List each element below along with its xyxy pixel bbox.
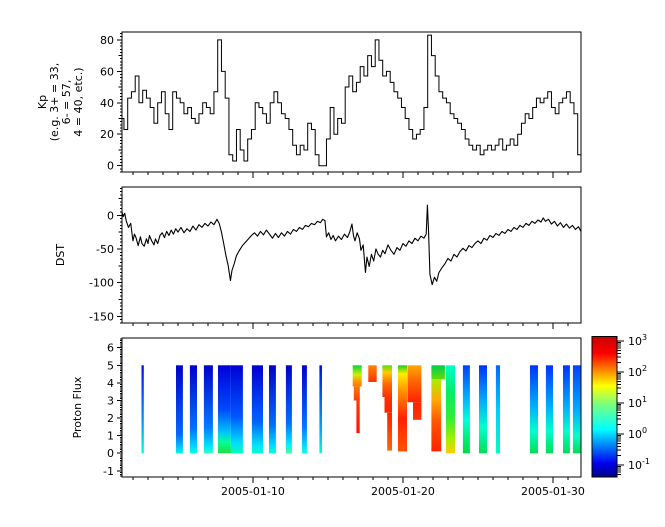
proton-flux-strip bbox=[479, 365, 487, 454]
proton-axes: -1 0 1 2 3 4 5 6 2005-01-10 2005-01-20 2005-01-30 bbox=[103, 337, 585, 498]
proton-flux-strip bbox=[563, 365, 570, 454]
kp-axes: 0 20 40 60 80 bbox=[100, 31, 582, 178]
proton-flux-strip bbox=[203, 365, 213, 454]
kp-ytick-label: 60 bbox=[100, 65, 114, 78]
colorbar-frame bbox=[591, 336, 618, 478]
proton-ytick-label: 4 bbox=[107, 377, 114, 390]
colorbar-tick-label: 10-1 bbox=[628, 457, 650, 472]
kp-step-line bbox=[122, 34, 581, 167]
proton-flux-strip bbox=[384, 396, 392, 413]
x-tick-label: 2005-01-20 bbox=[371, 485, 435, 498]
x-tick-label: 2005-01-30 bbox=[521, 485, 585, 498]
kp-frame bbox=[121, 31, 582, 173]
proton-flux-strip bbox=[251, 365, 263, 454]
proton-flux-strip bbox=[382, 365, 392, 397]
proton-flux-strip bbox=[230, 365, 243, 454]
colorbar-tick-label: 100 bbox=[628, 426, 647, 441]
proton-flux-strip bbox=[431, 365, 445, 380]
colorbar: 103 102 101 100 10-1 bbox=[591, 333, 650, 478]
proton-flux-strip bbox=[176, 365, 183, 454]
dst-ytick-label: -50 bbox=[96, 243, 114, 256]
proton-flux-strip bbox=[302, 365, 307, 454]
kp-axis-label: (e.g. 3+ = 33, bbox=[48, 63, 61, 141]
proton-flux-strip bbox=[431, 379, 442, 452]
proton-ytick-label: 6 bbox=[107, 342, 114, 355]
kp-axis-label: Kp bbox=[36, 95, 49, 109]
proton-flux-strip bbox=[368, 365, 377, 382]
proton-ytick-label: 0 bbox=[107, 447, 114, 460]
proton-flux-strip bbox=[530, 365, 538, 454]
dst-ytick-label: -150 bbox=[89, 310, 114, 323]
proton-flux-strip bbox=[352, 365, 362, 387]
proton-flux-strip bbox=[218, 365, 231, 454]
proton-flux-strip bbox=[446, 365, 455, 454]
proton-flux-strip bbox=[269, 365, 276, 454]
proton-strips bbox=[141, 365, 581, 454]
dst-axis-label: DST bbox=[54, 244, 67, 266]
proton-flux-strip bbox=[572, 365, 581, 454]
proton-ytick-label: 3 bbox=[107, 394, 114, 407]
proton-ytick-label: 2 bbox=[107, 412, 114, 425]
dst-axes: 0 -50 -100 -150 bbox=[89, 186, 582, 329]
proton-flux-strip bbox=[413, 402, 422, 420]
proton-flux-strip bbox=[545, 365, 553, 454]
colorbar-tick-label: 103 bbox=[628, 333, 647, 348]
kp-ytick-label: 20 bbox=[100, 128, 114, 141]
proton-ytick-label: -1 bbox=[103, 465, 114, 478]
proton-flux-strip bbox=[407, 365, 422, 403]
kp-axis-label: 6- = 57, bbox=[60, 80, 73, 125]
proton-flux-strip bbox=[285, 365, 292, 454]
proton-flux-strip bbox=[398, 365, 407, 452]
dst-line bbox=[122, 204, 581, 286]
proton-ytick-label: 1 bbox=[107, 430, 114, 443]
proton-ytick-label: 5 bbox=[107, 359, 114, 372]
proton-axis-label: Proton Flux bbox=[71, 376, 84, 438]
colorbar-tick-label: 101 bbox=[628, 395, 647, 410]
proton-flux-strip bbox=[356, 400, 360, 434]
proton-flux-strip bbox=[462, 365, 470, 454]
proton-flux-strip bbox=[353, 386, 360, 401]
kp-ytick-label: 0 bbox=[107, 160, 114, 173]
dst-ytick-label: 0 bbox=[107, 209, 114, 222]
colorbar-bar bbox=[592, 336, 617, 477]
proton-flux-strip bbox=[387, 412, 392, 451]
proton-flux-strip bbox=[495, 365, 500, 454]
colorbar-tick-label: 102 bbox=[628, 364, 647, 379]
kp-ytick-label: 80 bbox=[100, 34, 114, 47]
kp-axis-label: 4 = 40, etc.) bbox=[72, 67, 85, 136]
proton-flux-strip bbox=[189, 365, 197, 454]
dst-frame bbox=[121, 186, 582, 324]
proton-flux-strip bbox=[141, 365, 144, 454]
kp-ytick-label: 40 bbox=[100, 97, 114, 110]
x-tick-label: 2005-01-10 bbox=[221, 485, 285, 498]
proton-flux-strip bbox=[319, 365, 322, 454]
dst-ytick-label: -100 bbox=[89, 277, 114, 290]
